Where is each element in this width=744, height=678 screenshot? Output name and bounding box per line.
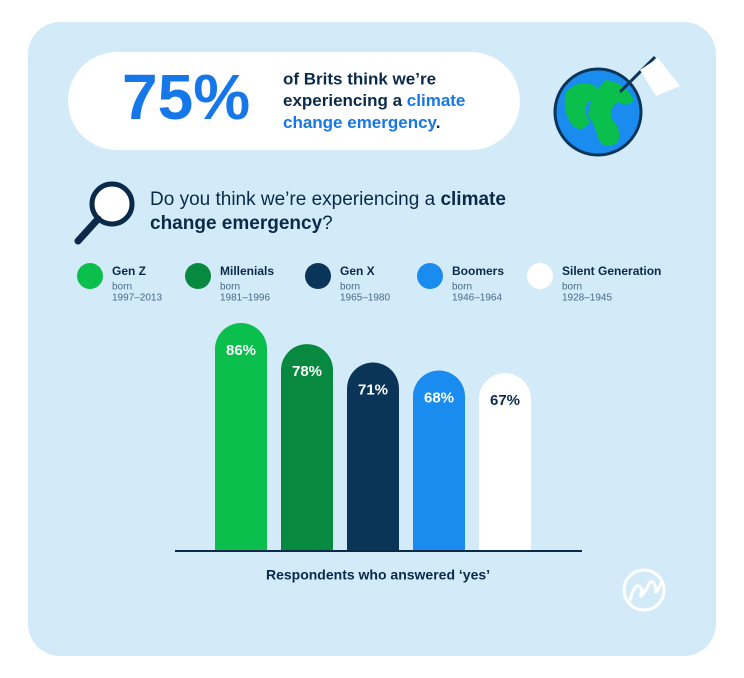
legend-swatch [305, 263, 331, 289]
bar [479, 373, 531, 550]
legend-swatch [417, 263, 443, 289]
value-label: 71% [358, 382, 388, 399]
question-text: ? [322, 213, 333, 234]
legend-years: 1946–1964 [452, 293, 502, 304]
bar [413, 370, 465, 550]
legend-label: Silent Generation [562, 264, 661, 278]
legend-born: born [452, 282, 472, 293]
value-label: 68% [424, 389, 454, 406]
legend-born: born [340, 282, 360, 293]
bar [347, 362, 399, 550]
card [28, 22, 716, 656]
legend-years: 1997–2013 [112, 293, 162, 304]
question-bold: change emergency [150, 213, 323, 234]
legend-label: Gen Z [112, 264, 146, 278]
legend-years: 1928–1945 [562, 293, 612, 304]
question: Do you think we’re experiencing a climat… [150, 189, 506, 210]
legend-label: Gen X [340, 264, 375, 278]
headline-stat: 75% [122, 61, 250, 133]
legend-years: 1965–1980 [340, 293, 390, 304]
legend-born: born [220, 282, 240, 293]
question-text: Do you think we’re experiencing a [150, 189, 436, 210]
headline-text: experiencing a [283, 91, 403, 110]
question: change emergency? [150, 213, 333, 234]
headline-highlight: climate [407, 91, 466, 110]
headline-pill [68, 52, 520, 150]
legend-born: born [112, 282, 132, 293]
x-axis-label: Respondents who answered ‘yes’ [266, 567, 490, 583]
headline-highlight: change emergency [283, 113, 438, 132]
value-label: 78% [292, 363, 322, 380]
headline-text: of Brits think we’re [283, 69, 436, 88]
question-bold: climate [440, 189, 505, 210]
value-label: 67% [490, 392, 520, 409]
value-label: 86% [226, 342, 256, 359]
legend-swatch [77, 263, 103, 289]
globe [553, 55, 680, 157]
legend-born: born [562, 282, 582, 293]
headline-text: experiencing a climate [283, 91, 465, 110]
legend-label: Boomers [452, 264, 504, 278]
headline-text: . [436, 113, 441, 132]
magnifier-icon [74, 181, 135, 245]
legend-swatch [527, 263, 553, 289]
legend-label: Millenials [220, 264, 274, 278]
logo [622, 568, 666, 612]
headline-text: change emergency. [283, 113, 441, 132]
bar [215, 322, 267, 550]
bar [281, 344, 333, 550]
legend-swatch [185, 263, 211, 289]
legend-years: 1981–1996 [220, 293, 270, 304]
